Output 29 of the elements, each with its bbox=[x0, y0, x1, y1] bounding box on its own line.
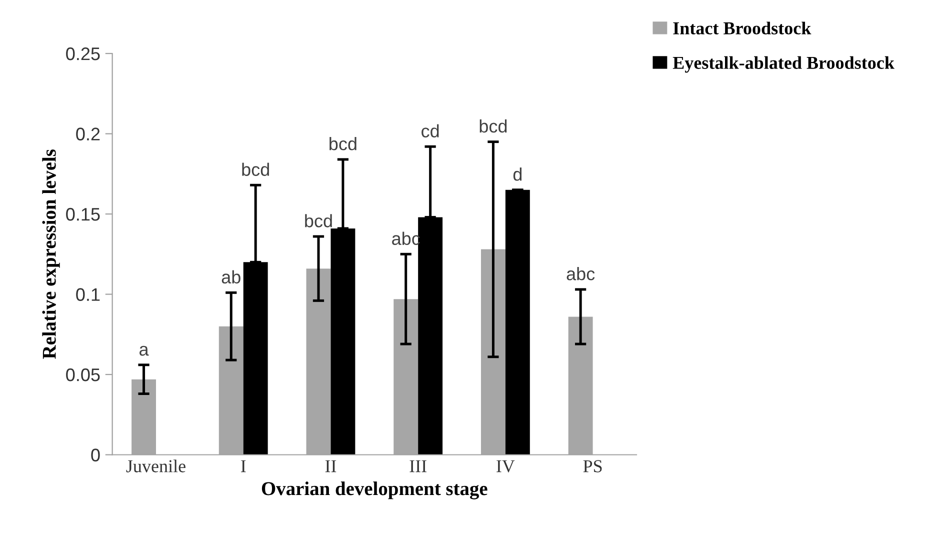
y-tick-label: 0.25 bbox=[66, 47, 100, 60]
x-axis-title: Ovarian development stage bbox=[262, 482, 488, 500]
x-tick-label: III bbox=[410, 460, 426, 472]
legend-label: Intact Broodstock bbox=[673, 22, 812, 34]
x-tick-label: PS bbox=[583, 460, 602, 472]
y-tick-label: 0.2 bbox=[76, 128, 100, 140]
x-tick-label: II bbox=[325, 460, 336, 472]
annotation: d bbox=[513, 168, 522, 181]
bar bbox=[243, 262, 268, 455]
annotation: bcd bbox=[242, 162, 269, 176]
annotation: bcd bbox=[305, 214, 332, 228]
x-tick-label: IV bbox=[496, 460, 515, 472]
y-axis-title: Relative expression levels bbox=[42, 149, 60, 359]
annotation: a bbox=[140, 346, 149, 356]
annotation: bcd bbox=[480, 119, 507, 133]
y-tick-label: 0.15 bbox=[66, 208, 100, 221]
y-tick-label: 0.1 bbox=[76, 288, 100, 301]
y-tick-label: 0.05 bbox=[66, 368, 100, 382]
annotation: bcd bbox=[330, 137, 356, 150]
x-tick-label: Juvenile bbox=[126, 460, 186, 472]
y-tick-label: 0 bbox=[91, 448, 100, 462]
x-tick-label: I bbox=[241, 460, 246, 472]
bar bbox=[330, 228, 356, 455]
bar bbox=[418, 217, 443, 455]
bar bbox=[505, 190, 530, 455]
annotation: abc bbox=[566, 267, 595, 280]
annotation: ab bbox=[222, 270, 240, 284]
annotation: cd bbox=[422, 124, 439, 138]
legend-label: Eyestalk-ablated Broodstock bbox=[672, 56, 894, 73]
